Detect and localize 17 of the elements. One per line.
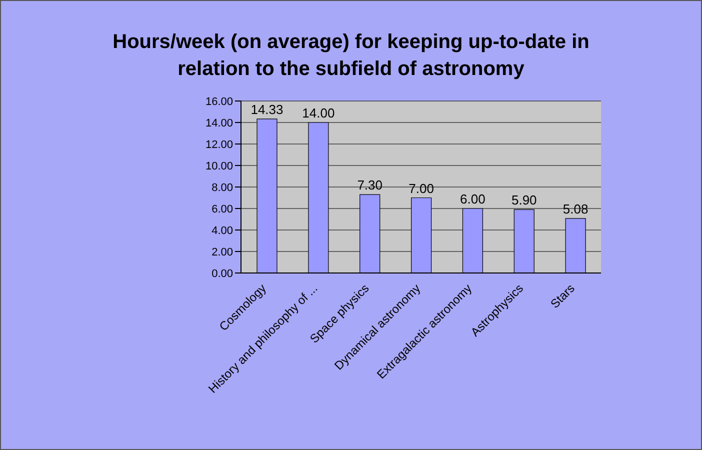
y-tick-label: 12.00 (205, 138, 233, 151)
y-tick-label: 14.00 (205, 117, 233, 130)
y-tick-label: 2.00 (212, 246, 233, 258)
y-tick-label: 4.00 (212, 224, 233, 237)
y-tick-label: 16.00 (205, 96, 233, 108)
y-tick-label: 0.00 (212, 268, 233, 280)
y-tick-label: 8.00 (212, 182, 233, 194)
data-label: 14.00 (302, 106, 335, 120)
data-label: 5.08 (562, 201, 588, 216)
data-label: 6.00 (460, 192, 486, 206)
chart-title: Hours/week (on average) for keeping up-to-date in relation to the subfield of astronomy (112, 30, 590, 82)
y-tick-label: 6.00 (212, 203, 233, 216)
data-label: 7.30 (357, 178, 383, 193)
data-label: 7.00 (408, 180, 434, 196)
data-label: 5.90 (511, 192, 537, 208)
y-tick-label: 10.00 (205, 160, 233, 172)
data-label: 14.33 (250, 102, 284, 117)
